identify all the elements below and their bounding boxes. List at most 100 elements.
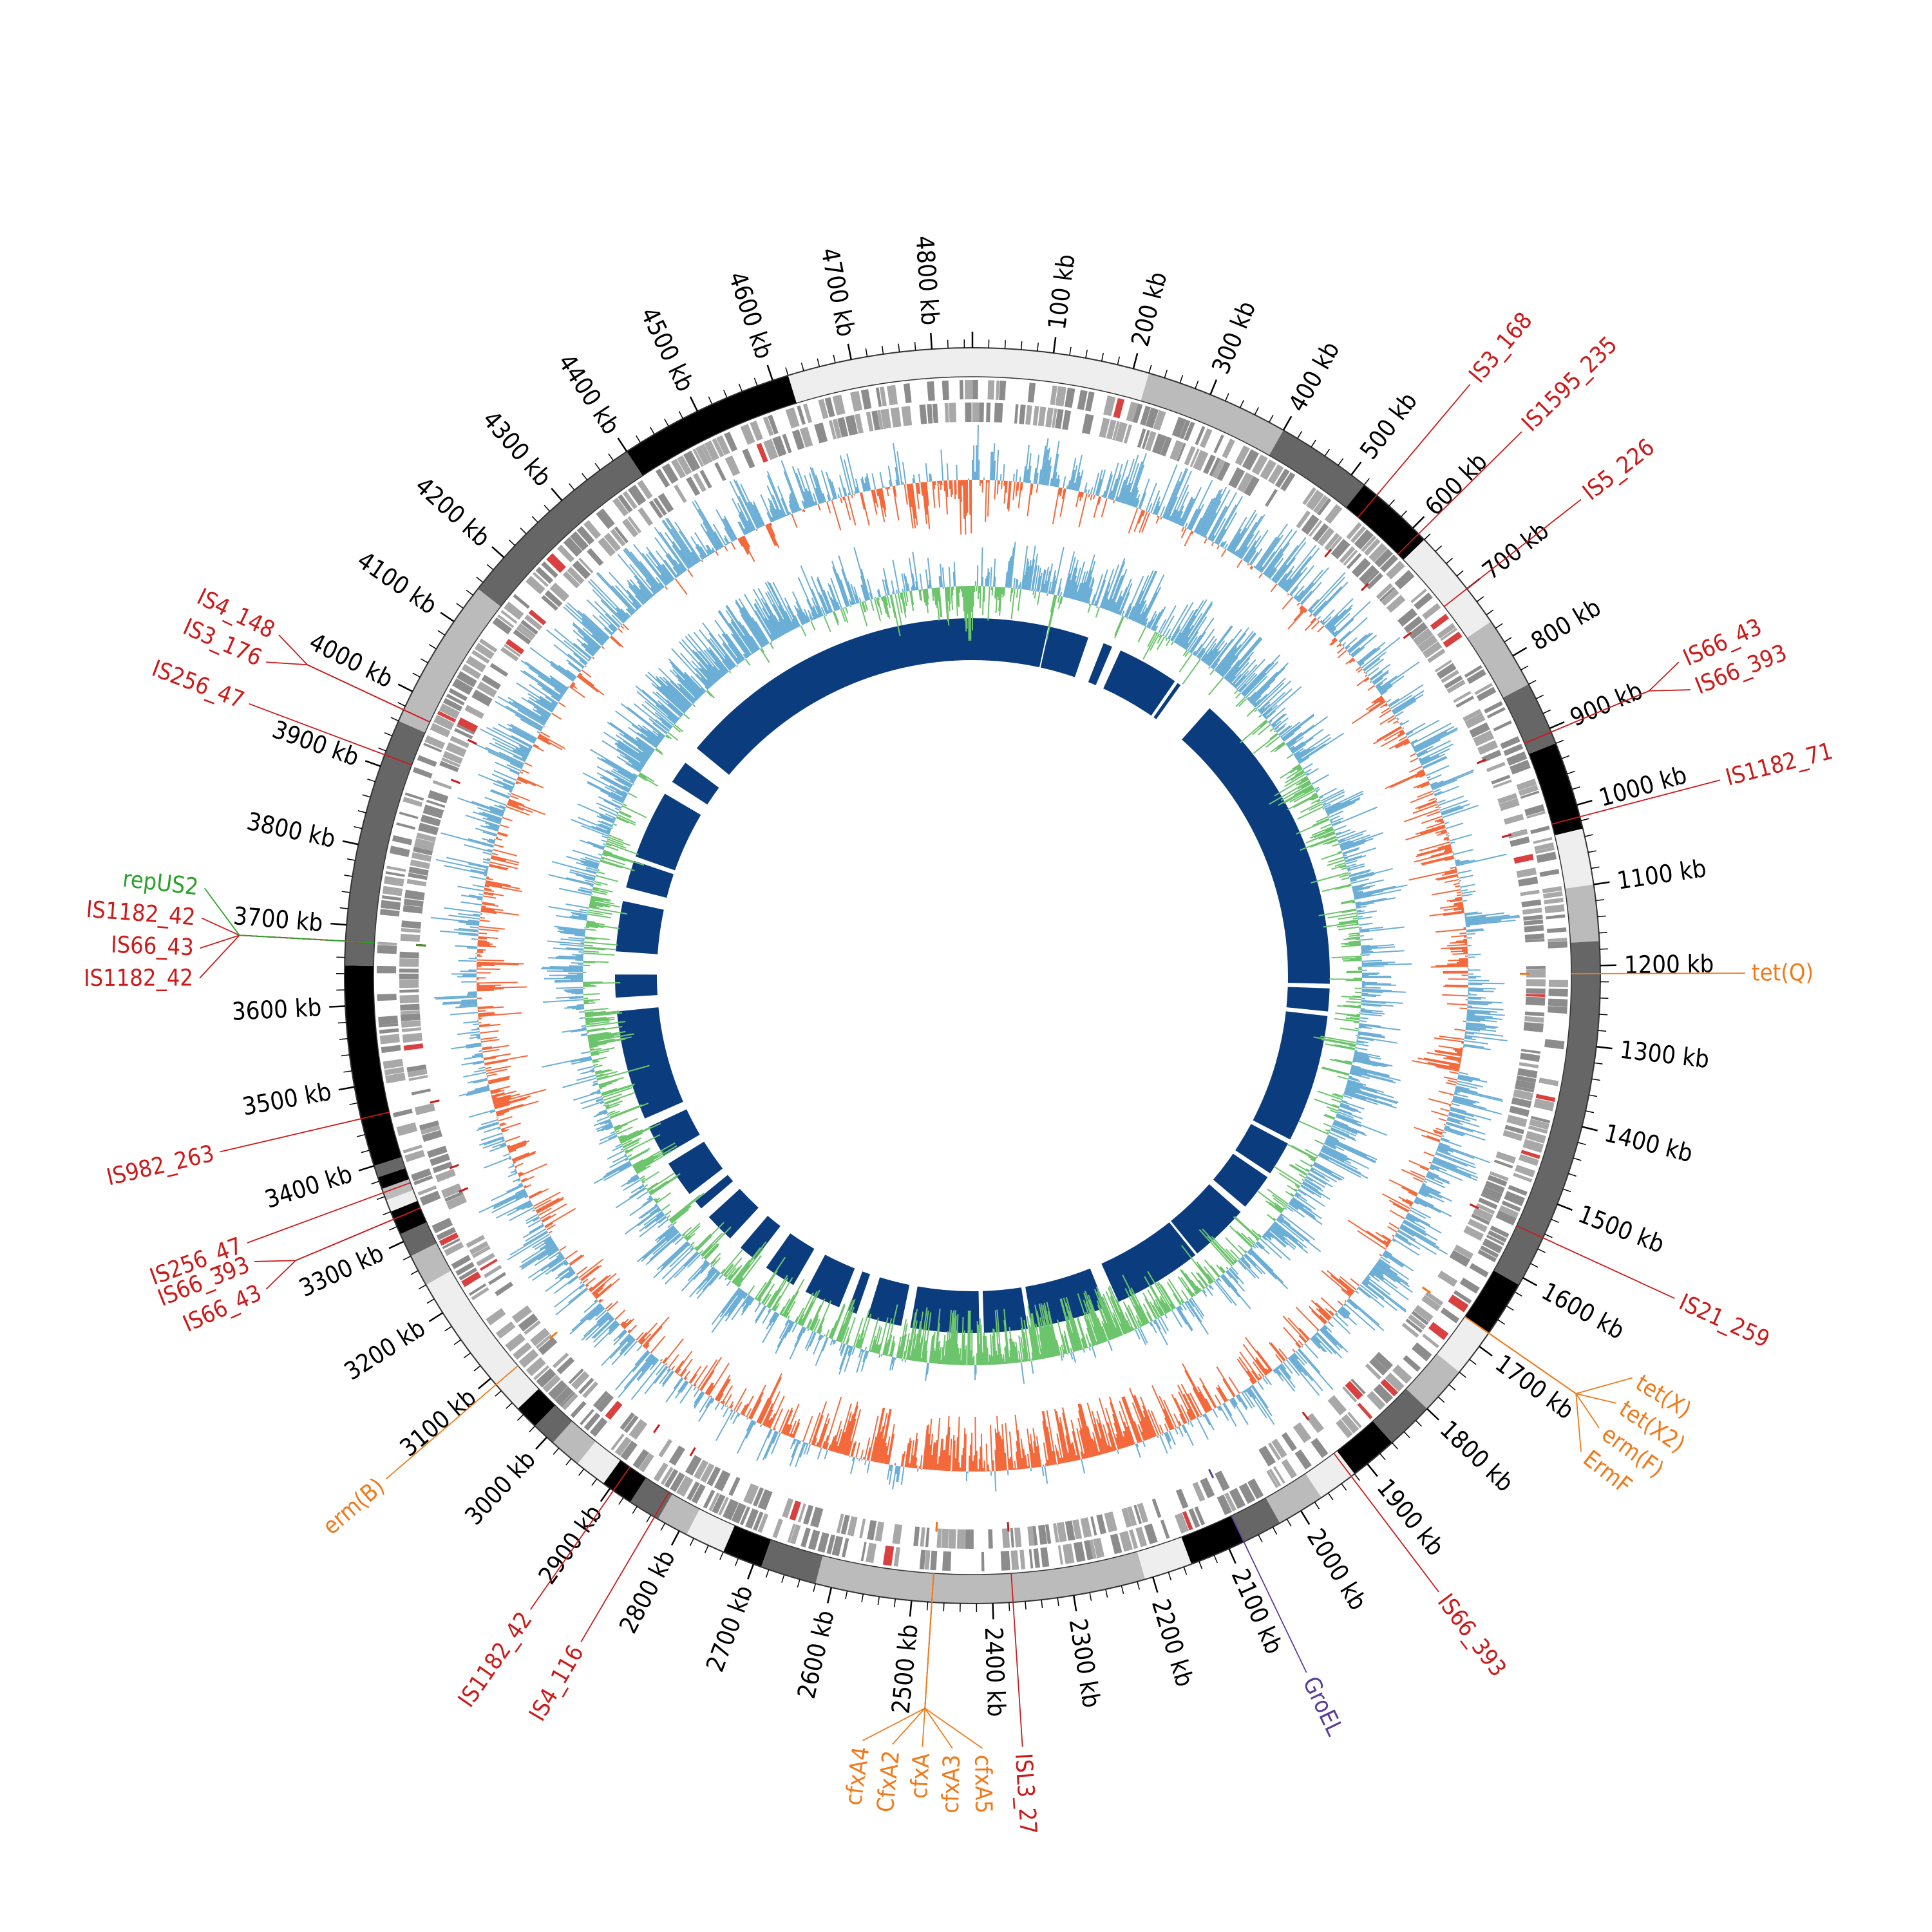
gene-block xyxy=(964,380,973,400)
major-tick xyxy=(338,1086,355,1091)
gene-block xyxy=(1343,549,1358,566)
tick-label: 200 kb xyxy=(1126,269,1173,349)
gene-block xyxy=(1339,546,1356,564)
gene-block xyxy=(706,1466,721,1486)
gene-block xyxy=(1001,1528,1010,1548)
gene-block xyxy=(535,1334,553,1349)
gene-block xyxy=(694,1459,709,1480)
gene-block xyxy=(1359,565,1378,584)
gene-block xyxy=(714,462,726,482)
gene-block xyxy=(1533,837,1553,844)
tick-label: 2400 kb xyxy=(980,1627,1010,1718)
gene-block xyxy=(1434,659,1452,673)
major-tick xyxy=(1300,1510,1311,1525)
contig-segment xyxy=(686,1508,735,1552)
gene-block xyxy=(903,383,912,404)
gene-block xyxy=(541,561,558,578)
gene-block xyxy=(1267,464,1284,484)
gene-block xyxy=(546,553,566,573)
gene-block xyxy=(714,1470,731,1492)
minor-tick xyxy=(1314,1502,1320,1510)
gene-block xyxy=(530,1327,550,1347)
gene-block xyxy=(1121,1507,1132,1528)
gene-block xyxy=(1309,520,1323,537)
minor-tick xyxy=(664,419,669,427)
major-tick xyxy=(1557,1203,1573,1211)
tick-label: 1400 kb xyxy=(1602,1119,1696,1168)
gene-block xyxy=(810,1506,824,1528)
gene-block xyxy=(1212,459,1226,479)
gene-block xyxy=(1413,1305,1434,1323)
minor-tick xyxy=(1456,570,1464,577)
minor-tick xyxy=(1341,1483,1347,1491)
minor-tick xyxy=(544,504,551,512)
gene-block xyxy=(832,419,842,439)
gene-block xyxy=(379,1034,400,1045)
gene-block xyxy=(1522,1139,1544,1153)
major-tick xyxy=(342,840,359,846)
minor-tick xyxy=(1403,1431,1410,1439)
gene-block xyxy=(536,1368,556,1388)
gene-block xyxy=(549,582,570,602)
gene-block xyxy=(404,792,424,801)
gene-block xyxy=(598,537,616,557)
tick-label: 4600 kb xyxy=(723,268,779,362)
gene-block xyxy=(524,614,543,630)
gene-block xyxy=(724,455,741,477)
minor-tick xyxy=(437,630,446,636)
gene-block xyxy=(1177,442,1186,462)
gene-block xyxy=(988,1529,993,1549)
gene-block xyxy=(1508,1184,1528,1197)
minor-tick xyxy=(1599,1014,1608,1016)
major-tick xyxy=(1582,1126,1598,1132)
gene-block xyxy=(1522,907,1542,915)
major-tick xyxy=(1479,1345,1493,1357)
minor-tick xyxy=(412,672,421,678)
contig-segment xyxy=(1231,1497,1280,1542)
resistance-gene-label: cfxA3 xyxy=(938,1754,965,1814)
gene-block xyxy=(1104,1511,1118,1533)
gene-block xyxy=(399,969,419,973)
blast-hit-block xyxy=(649,1109,700,1156)
gene-block xyxy=(1144,1523,1158,1545)
blast-hit-block xyxy=(867,1277,910,1326)
minor-tick xyxy=(463,1352,471,1359)
gene-block xyxy=(1073,1541,1086,1562)
gene-block xyxy=(1077,390,1088,410)
gene-block xyxy=(552,1352,569,1368)
gene-block xyxy=(596,1393,614,1413)
gene-block xyxy=(468,1283,487,1296)
minor-tick xyxy=(356,1134,365,1137)
gene-block xyxy=(1237,472,1253,493)
gene-block xyxy=(832,394,846,416)
gene-block xyxy=(420,814,441,827)
gene-block xyxy=(1394,570,1415,590)
gene-block xyxy=(533,1365,550,1381)
minor-tick xyxy=(371,1180,379,1185)
minor-tick xyxy=(1069,346,1072,355)
gene-block xyxy=(1484,701,1503,714)
minor-tick xyxy=(881,345,884,354)
gene-block xyxy=(676,1475,694,1497)
gene-block xyxy=(1247,1478,1264,1499)
minor-tick xyxy=(553,1448,560,1455)
gene-block xyxy=(1294,1449,1312,1470)
gc-content-positive xyxy=(430,424,1520,1492)
gene-block xyxy=(1065,1520,1075,1541)
gene-block xyxy=(965,402,972,422)
major-tick xyxy=(1512,647,1528,657)
blast-hit-block xyxy=(982,1287,1028,1333)
gene-block xyxy=(567,566,585,585)
gene-block xyxy=(1493,779,1512,789)
gene-block xyxy=(384,1066,404,1075)
gene-block xyxy=(1448,1294,1469,1312)
gene-block xyxy=(1506,751,1528,766)
feature-leader-line xyxy=(1464,1316,1582,1452)
minor-tick xyxy=(1486,609,1494,616)
gene-block xyxy=(518,623,536,638)
gene-block xyxy=(867,1520,877,1540)
gene-block xyxy=(1529,1119,1549,1130)
mobile-element-label: IS1595_235 xyxy=(1517,332,1622,437)
minor-tick xyxy=(565,1458,572,1466)
major-tick xyxy=(689,396,699,412)
